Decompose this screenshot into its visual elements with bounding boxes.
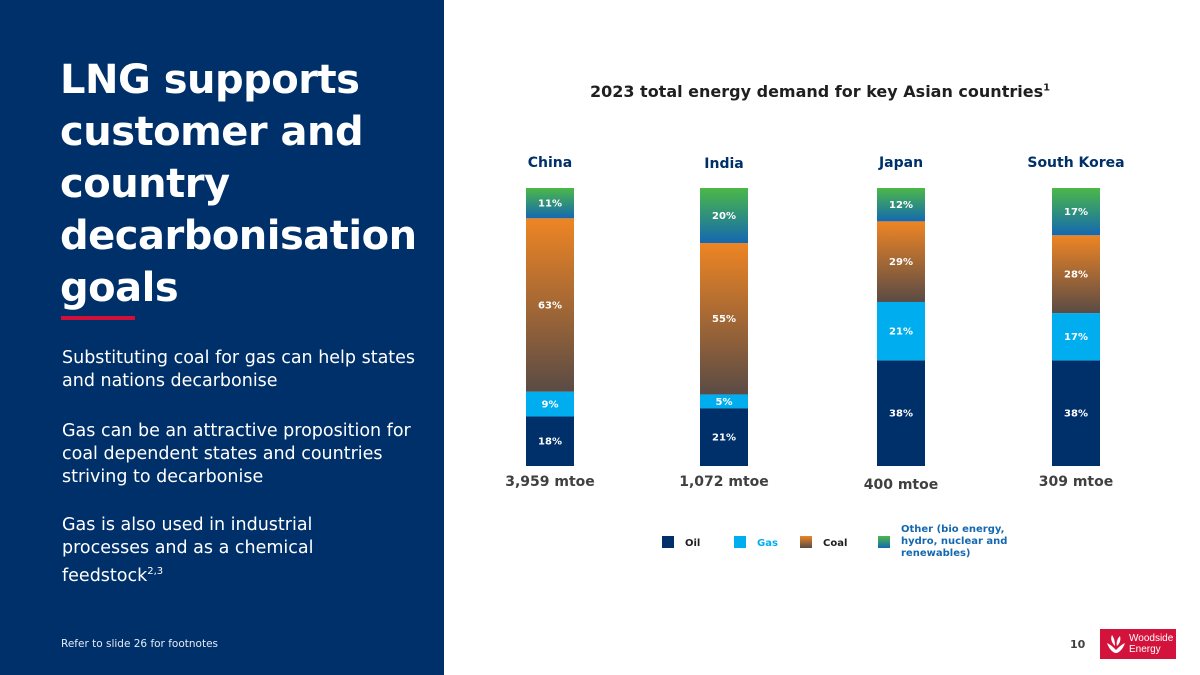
slide-headline: LNG supports customer and country decarb…	[60, 54, 430, 314]
bar-segment-coal	[526, 218, 574, 392]
legend-label-other: Other (bio energy,	[901, 524, 1004, 535]
chart-title-footnote-ref: 1	[1043, 82, 1051, 94]
data-label-other: 12%	[889, 200, 913, 211]
legend-label-other: renewables)	[901, 548, 971, 559]
bar-segment-oil	[526, 416, 574, 466]
logo-text: Woodside Energy	[1129, 633, 1173, 655]
bar-segment-other	[877, 188, 925, 222]
legend-label-other: hydro, nuclear and	[901, 536, 1007, 547]
bar-segment-oil	[700, 408, 748, 466]
woodside-leaf-icon	[1107, 635, 1125, 653]
legend-swatch-oil	[662, 536, 674, 548]
data-label-oil: 18%	[538, 437, 562, 448]
logo-line: Woodside	[1129, 633, 1174, 644]
stacked-bar-chart: 18% 9% 63% 11% China 3,959 mtoe 21% 5% 55% 20% Ind…	[505, 155, 1124, 559]
bar-segment-gas	[877, 301, 925, 361]
bar-segment-gas	[526, 391, 574, 417]
paragraph-text: Gas is also used in industrial processes…	[62, 515, 314, 586]
bar-segment-other	[526, 188, 574, 219]
legend-label-gas: Gas	[757, 538, 778, 549]
total-demand-label: 309 mtoe	[1039, 474, 1114, 490]
total-demand-label: 1,072 mtoe	[679, 474, 769, 490]
body-paragraph: Gas can be an attractive proposition for…	[62, 420, 422, 489]
data-label-coal: 29%	[889, 257, 913, 268]
legend-label-coal: Coal	[823, 538, 847, 549]
headline-line: country	[60, 161, 230, 207]
country-label: Japan	[878, 155, 923, 171]
legend-label-oil: Oil	[685, 538, 700, 549]
footnote-text: Refer to slide 26 for footnotes	[61, 638, 219, 650]
data-label-coal: 28%	[1064, 270, 1088, 281]
bar-segment-gas	[700, 394, 748, 409]
total-demand-label: 3,959 mtoe	[505, 474, 595, 490]
data-label-coal: 63%	[538, 300, 562, 311]
data-label-oil: 21%	[712, 433, 736, 444]
data-label-oil: 38%	[1064, 409, 1088, 420]
headline-line: LNG supports	[60, 57, 360, 103]
bar-segment-coal	[700, 243, 748, 395]
body-paragraph: Substituting coal for gas can help state…	[62, 347, 422, 393]
data-label-gas: 17%	[1064, 332, 1088, 343]
page-number: 10	[1070, 638, 1086, 651]
paragraph-text: Gas can be an attractive proposition for…	[62, 421, 411, 487]
data-label-gas: 5%	[716, 397, 733, 408]
body-paragraph: Gas is also used in industrial processes…	[62, 514, 392, 588]
bar-segment-oil	[877, 360, 925, 466]
country-label: South Korea	[1027, 155, 1124, 171]
headline-line: customer and	[60, 109, 364, 155]
bar-segment-other	[1052, 188, 1100, 236]
bar-segment-other	[700, 188, 748, 244]
woodside-logo: Woodside Energy	[1100, 629, 1176, 659]
country-label: India	[704, 156, 743, 172]
data-label-oil: 38%	[889, 409, 913, 420]
data-label-gas: 9%	[542, 400, 559, 411]
footnote-ref: 2,3	[147, 566, 164, 577]
country-label: China	[528, 155, 572, 171]
legend-swatch-gas	[734, 536, 746, 548]
bar-segment-oil	[1052, 360, 1100, 466]
bar-segment-coal	[877, 221, 925, 302]
legend-swatch-other	[878, 536, 890, 548]
data-label-other: 11%	[538, 199, 562, 210]
accent-divider	[61, 316, 135, 320]
paragraph-text: Substituting coal for gas can help state…	[62, 348, 416, 391]
data-label-other: 17%	[1064, 207, 1088, 218]
headline-line: goals	[60, 265, 179, 311]
logo-line: Energy	[1129, 644, 1161, 655]
data-label-other: 20%	[712, 211, 736, 222]
total-demand-label: 400 mtoe	[864, 477, 939, 493]
headline-line: decarbonisation	[60, 213, 417, 259]
bar-segment-gas	[1052, 313, 1100, 361]
bar-segment-coal	[1052, 235, 1100, 314]
legend-swatch-coal	[800, 536, 812, 548]
data-label-gas: 21%	[889, 327, 913, 338]
chart-title-text: 2023 total energy demand for key Asian c…	[589, 82, 1044, 101]
left-panel: LNG supports customer and country decarb…	[0, 0, 444, 675]
chart-title: 2023 total energy demand for key Asian c…	[560, 82, 1080, 101]
data-label-coal: 55%	[712, 314, 736, 325]
